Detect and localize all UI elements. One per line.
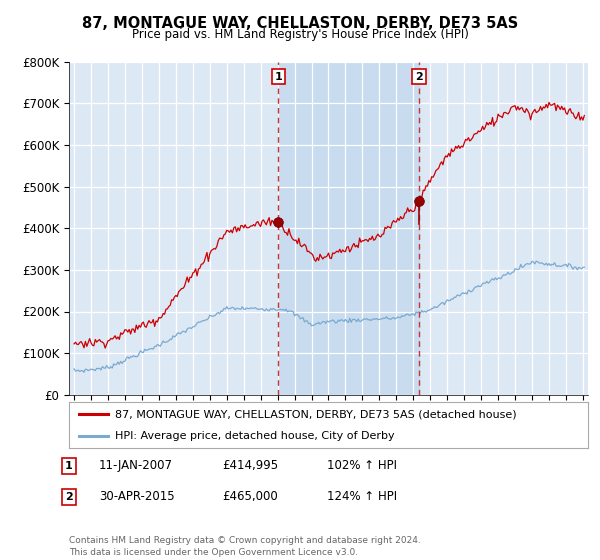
Text: Contains HM Land Registry data © Crown copyright and database right 2024.
This d: Contains HM Land Registry data © Crown c… bbox=[69, 536, 421, 557]
Text: HPI: Average price, detached house, City of Derby: HPI: Average price, detached house, City… bbox=[115, 431, 394, 441]
Text: 87, MONTAGUE WAY, CHELLASTON, DERBY, DE73 5AS (detached house): 87, MONTAGUE WAY, CHELLASTON, DERBY, DE7… bbox=[115, 409, 516, 419]
Text: 87, MONTAGUE WAY, CHELLASTON, DERBY, DE73 5AS: 87, MONTAGUE WAY, CHELLASTON, DERBY, DE7… bbox=[82, 16, 518, 31]
Text: 1: 1 bbox=[65, 461, 73, 471]
Text: 102% ↑ HPI: 102% ↑ HPI bbox=[327, 459, 397, 473]
Text: 30-APR-2015: 30-APR-2015 bbox=[99, 490, 175, 503]
Text: 11-JAN-2007: 11-JAN-2007 bbox=[99, 459, 173, 473]
Text: £414,995: £414,995 bbox=[222, 459, 278, 473]
Text: Price paid vs. HM Land Registry's House Price Index (HPI): Price paid vs. HM Land Registry's House … bbox=[131, 28, 469, 41]
Text: 2: 2 bbox=[415, 72, 423, 82]
Text: £465,000: £465,000 bbox=[222, 490, 278, 503]
Bar bbox=[278, 62, 419, 395]
Text: 124% ↑ HPI: 124% ↑ HPI bbox=[327, 490, 397, 503]
Text: 1: 1 bbox=[274, 72, 282, 82]
Text: 2: 2 bbox=[65, 492, 73, 502]
